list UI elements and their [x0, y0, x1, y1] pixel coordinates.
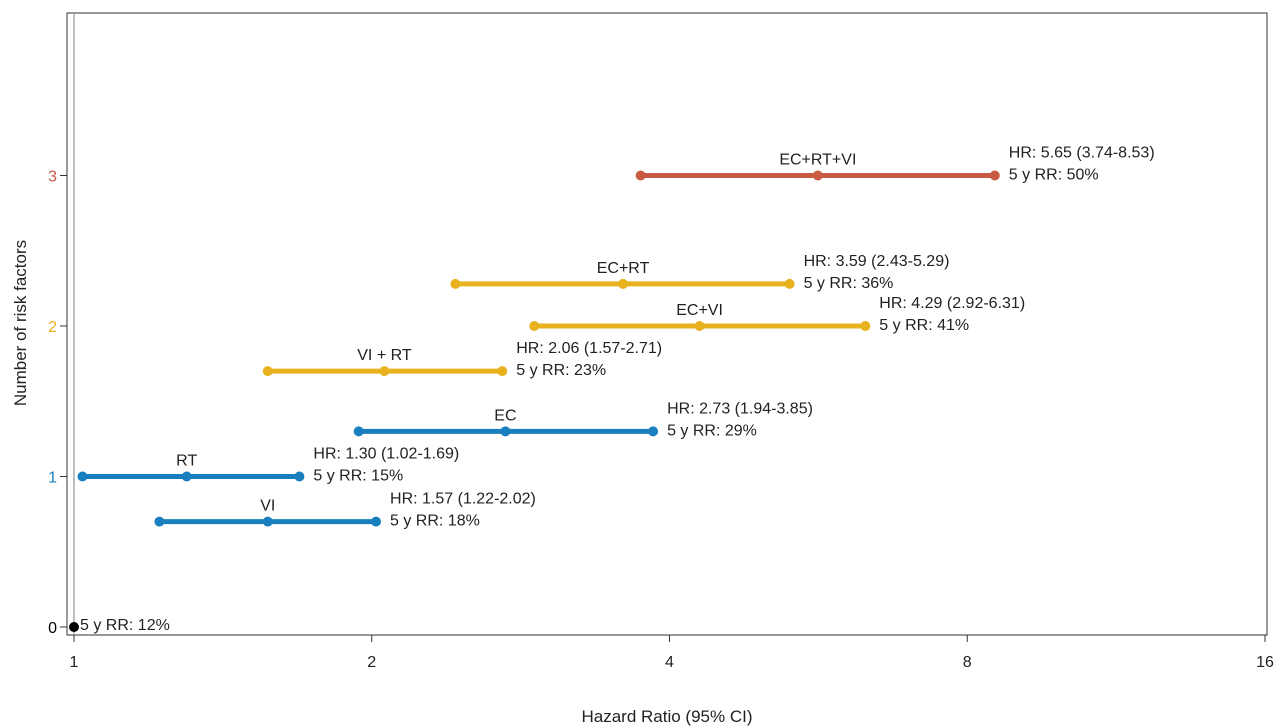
series-ec-rt-vi-rr-annotation: 5 y RR: 50%	[1009, 167, 1099, 184]
reference-group: 5 y RR: 12%	[69, 617, 170, 634]
series-ec-vi-rr-annotation: 5 y RR: 41%	[879, 317, 969, 334]
series-rt-ci-upper-point	[294, 471, 305, 482]
series-vi-rt-ci-upper-point	[497, 366, 508, 377]
series-vi-rt-ci-lower-point	[262, 366, 273, 377]
y-tick-label: 2	[48, 319, 57, 336]
series-ec-rt-vi: EC+RT+VI HR: 5.65 (3.74-8.53) 5 y RR: 50%	[635, 145, 1155, 184]
series-vi: VI HR: 1.57 (1.22-2.02) 5 y RR: 18%	[154, 491, 536, 530]
plot-frame	[66, 12, 1268, 636]
series-ec-rt-label: EC+RT	[597, 260, 650, 277]
x-tick-label: 16	[1256, 654, 1274, 671]
x-tick-label: 4	[665, 654, 674, 671]
series-vi-ci-upper-point	[371, 516, 382, 527]
series-ec-rt-rr-annotation: 5 y RR: 36%	[804, 275, 894, 292]
series-ec-rt-hr-point	[618, 278, 629, 289]
series-rt-hr-point	[181, 471, 192, 482]
series-ec-vi-ci-lower-point	[529, 321, 540, 331]
series-vi-rt: VI + RT HR: 2.06 (1.57-2.71) 5 y RR: 23%	[262, 340, 662, 379]
series-ec-rt-vi-hr-annotation: HR: 5.65 (3.74-8.53)	[1009, 145, 1155, 162]
series-ec-vi: EC+VI HR: 4.29 (2.92-6.31) 5 y RR: 41%	[529, 295, 1025, 334]
y-axis-ticks: 0 1 2 3	[48, 169, 67, 637]
y-tick-label: 3	[48, 169, 57, 186]
y-axis-title: Number of risk factors	[11, 240, 30, 406]
series-ec-rt-vi-ci-lower-point	[635, 170, 646, 181]
series-ec-vi-label: EC+VI	[676, 302, 723, 319]
series-ec-ci-lower-point	[353, 426, 364, 437]
series-ec-hr-annotation: HR: 2.73 (1.94-3.85)	[667, 400, 813, 417]
series-ec-rt-vi-ci-upper-point	[989, 170, 1000, 181]
series-ec-rt-ci-lower-point	[450, 278, 461, 289]
x-tick-label: 8	[963, 654, 972, 671]
series-vi-hr-annotation: HR: 1.57 (1.22-2.02)	[390, 491, 536, 508]
x-axis-title: Hazard Ratio (95% CI)	[581, 707, 752, 726]
series-ec-ci-upper-point	[648, 426, 659, 437]
series-vi-rt-label: VI + RT	[357, 347, 412, 364]
y-tick-label: 0	[48, 620, 57, 637]
series-ec-rt-ci-upper-point	[784, 278, 795, 289]
series-vi-hr-point	[262, 516, 273, 527]
x-axis-ticks: 1 2 4 8 16	[70, 635, 1274, 671]
x-tick-label: 1	[70, 654, 79, 671]
series-ec-rr-annotation: 5 y RR: 29%	[667, 422, 757, 439]
series-ec-rt: EC+RT HR: 3.59 (2.43-5.29) 5 y RR: 36%	[450, 253, 949, 292]
series-ec: EC HR: 2.73 (1.94-3.85) 5 y RR: 29%	[353, 400, 813, 439]
y-tick-label: 1	[48, 470, 57, 487]
series-vi-rt-hr-annotation: HR: 2.06 (1.57-2.71)	[516, 340, 662, 357]
series-ec-label: EC	[494, 407, 516, 424]
series-vi-rt-hr-point	[379, 366, 390, 377]
series-ec-vi-hr-point	[694, 321, 705, 331]
series-ec-vi-hr-annotation: HR: 4.29 (2.92-6.31)	[879, 295, 1025, 312]
series-group: RT HR: 1.30 (1.02-1.69) 5 y RR: 15% VI HR: 1…	[77, 145, 1155, 530]
series-vi-rt-rr-annotation: 5 y RR: 23%	[516, 362, 606, 379]
series-ec-hr-point	[500, 426, 511, 437]
series-rt-ci-lower-point	[77, 471, 88, 482]
series-vi-label: VI	[260, 498, 275, 515]
x-tick-label: 2	[367, 654, 376, 671]
series-ec-vi-ci-upper-point	[860, 321, 871, 331]
series-vi-rr-annotation: 5 y RR: 18%	[390, 513, 480, 530]
reference-point	[69, 622, 79, 632]
series-rt-hr-annotation: HR: 1.30 (1.02-1.69)	[313, 446, 459, 463]
series-rt-rr-annotation: 5 y RR: 15%	[313, 468, 403, 485]
series-vi-ci-lower-point	[154, 516, 165, 527]
series-ec-rt-vi-label: EC+RT+VI	[779, 152, 856, 169]
series-rt: RT HR: 1.30 (1.02-1.69) 5 y RR: 15%	[77, 446, 459, 485]
series-ec-rt-hr-annotation: HR: 3.59 (2.43-5.29)	[804, 253, 950, 270]
series-rt-label: RT	[176, 453, 197, 470]
reference-rr-annotation: 5 y RR: 12%	[80, 617, 170, 634]
series-ec-rt-vi-hr-point	[812, 170, 823, 181]
